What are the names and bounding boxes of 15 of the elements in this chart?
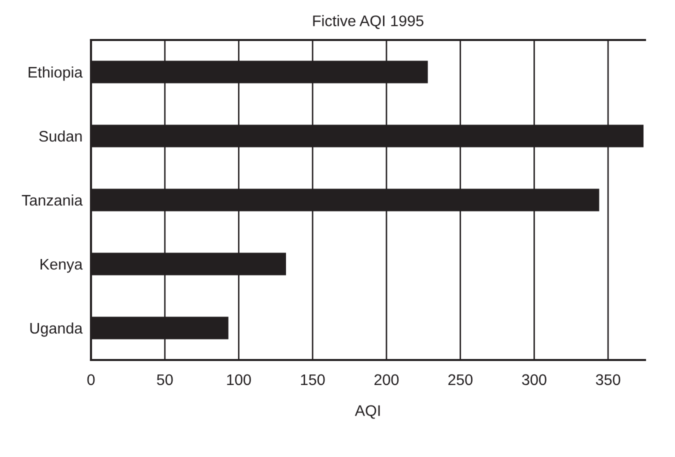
x-tick-label: 150	[301, 374, 325, 386]
y-tick-label: Ethiopia	[28, 66, 83, 81]
y-tick-label: Tanzania	[22, 194, 83, 206]
chart-title: Fictive AQI 1995	[313, 15, 424, 29]
x-tick-label: 50	[156, 374, 173, 386]
y-tick-label: Uganda	[30, 322, 83, 337]
x-tick-label: 350	[596, 374, 620, 386]
x-tick-label: 0	[87, 374, 95, 386]
x-tick-label: 250	[448, 374, 472, 386]
x-tick-label: 200	[374, 374, 399, 386]
y-tick-label: Sudan	[39, 130, 82, 142]
y-tick-label: Kenya	[40, 259, 83, 273]
x-tick-label: 100	[227, 374, 251, 386]
x-axis-title: AQI	[354, 405, 380, 419]
x-tick-label: 300	[522, 374, 546, 386]
